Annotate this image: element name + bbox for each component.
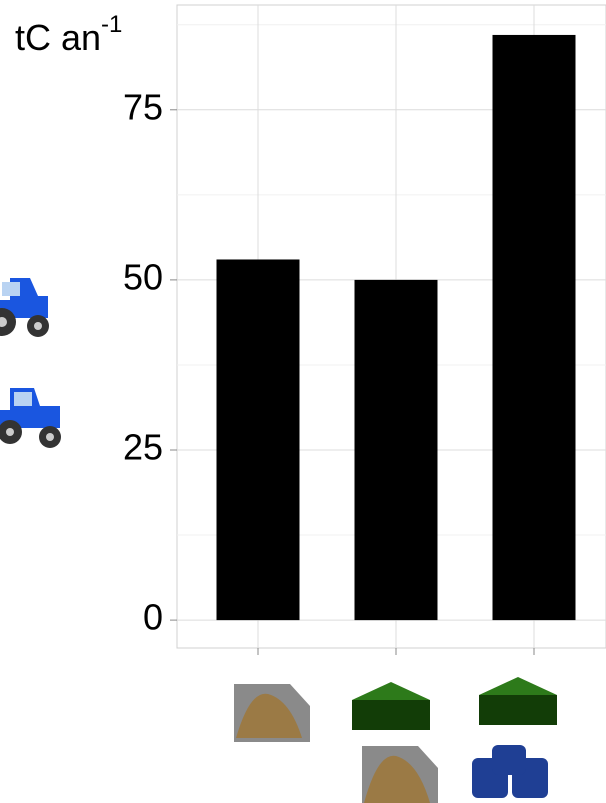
y-tick-label: 50 xyxy=(123,256,163,297)
y-axis-title: tC an-1 xyxy=(15,11,122,57)
manure-icon xyxy=(234,684,310,742)
y-axis-title-sup: -1 xyxy=(101,11,122,38)
silo-icon xyxy=(352,682,430,730)
bar xyxy=(493,35,576,620)
manure-icon xyxy=(362,746,438,803)
tank-icon xyxy=(472,745,548,798)
tractor-icon xyxy=(0,278,49,337)
tractor-icon xyxy=(0,388,61,448)
y-axis-title-text: tC an xyxy=(15,17,101,58)
chart: tC an-1 0 25 50 75 xyxy=(0,0,606,803)
bar xyxy=(355,280,438,620)
y-tick-label: 0 xyxy=(143,597,163,638)
y-tick-label: 75 xyxy=(123,86,163,127)
y-tick-label: 25 xyxy=(123,427,163,468)
silo-icon xyxy=(479,677,557,725)
bar xyxy=(217,259,300,620)
